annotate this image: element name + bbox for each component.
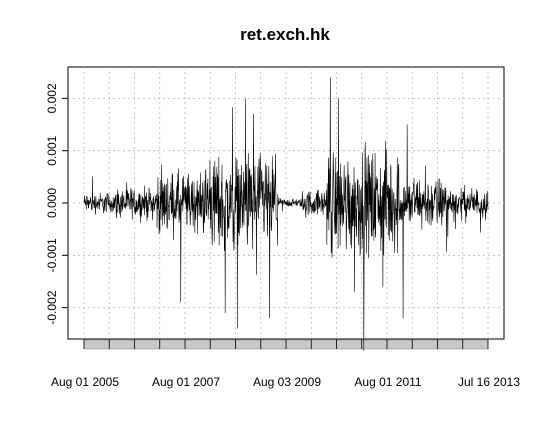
y-tick-label: 0.001 <box>45 135 59 165</box>
x-axis-strip <box>83 339 489 350</box>
y-tick-label: -0.002 <box>45 290 59 324</box>
series-returns <box>83 77 489 351</box>
x-tick-label: Aug 01 2007 <box>152 375 220 389</box>
x-tick-label: Aug 01 2005 <box>51 375 119 389</box>
y-tick-label: 0.002 <box>45 83 59 113</box>
y-tick-label: -0.001 <box>45 238 59 272</box>
x-tick-label: Jul 16 2013 <box>458 375 520 389</box>
x-axis: Aug 01 2005 Aug 01 2007 Aug 03 2009 Aug 01 … <box>51 375 520 389</box>
x-tick-label: Aug 03 2009 <box>253 375 321 389</box>
x-tick-label: Aug 01 2011 <box>354 375 421 389</box>
chart-title: ret.exch.hk <box>240 25 330 44</box>
y-tick-label: 0.000 <box>45 188 59 218</box>
y-axis: -0.002 -0.001 0.000 0.001 0.002 <box>45 83 68 325</box>
series-line <box>83 77 489 351</box>
